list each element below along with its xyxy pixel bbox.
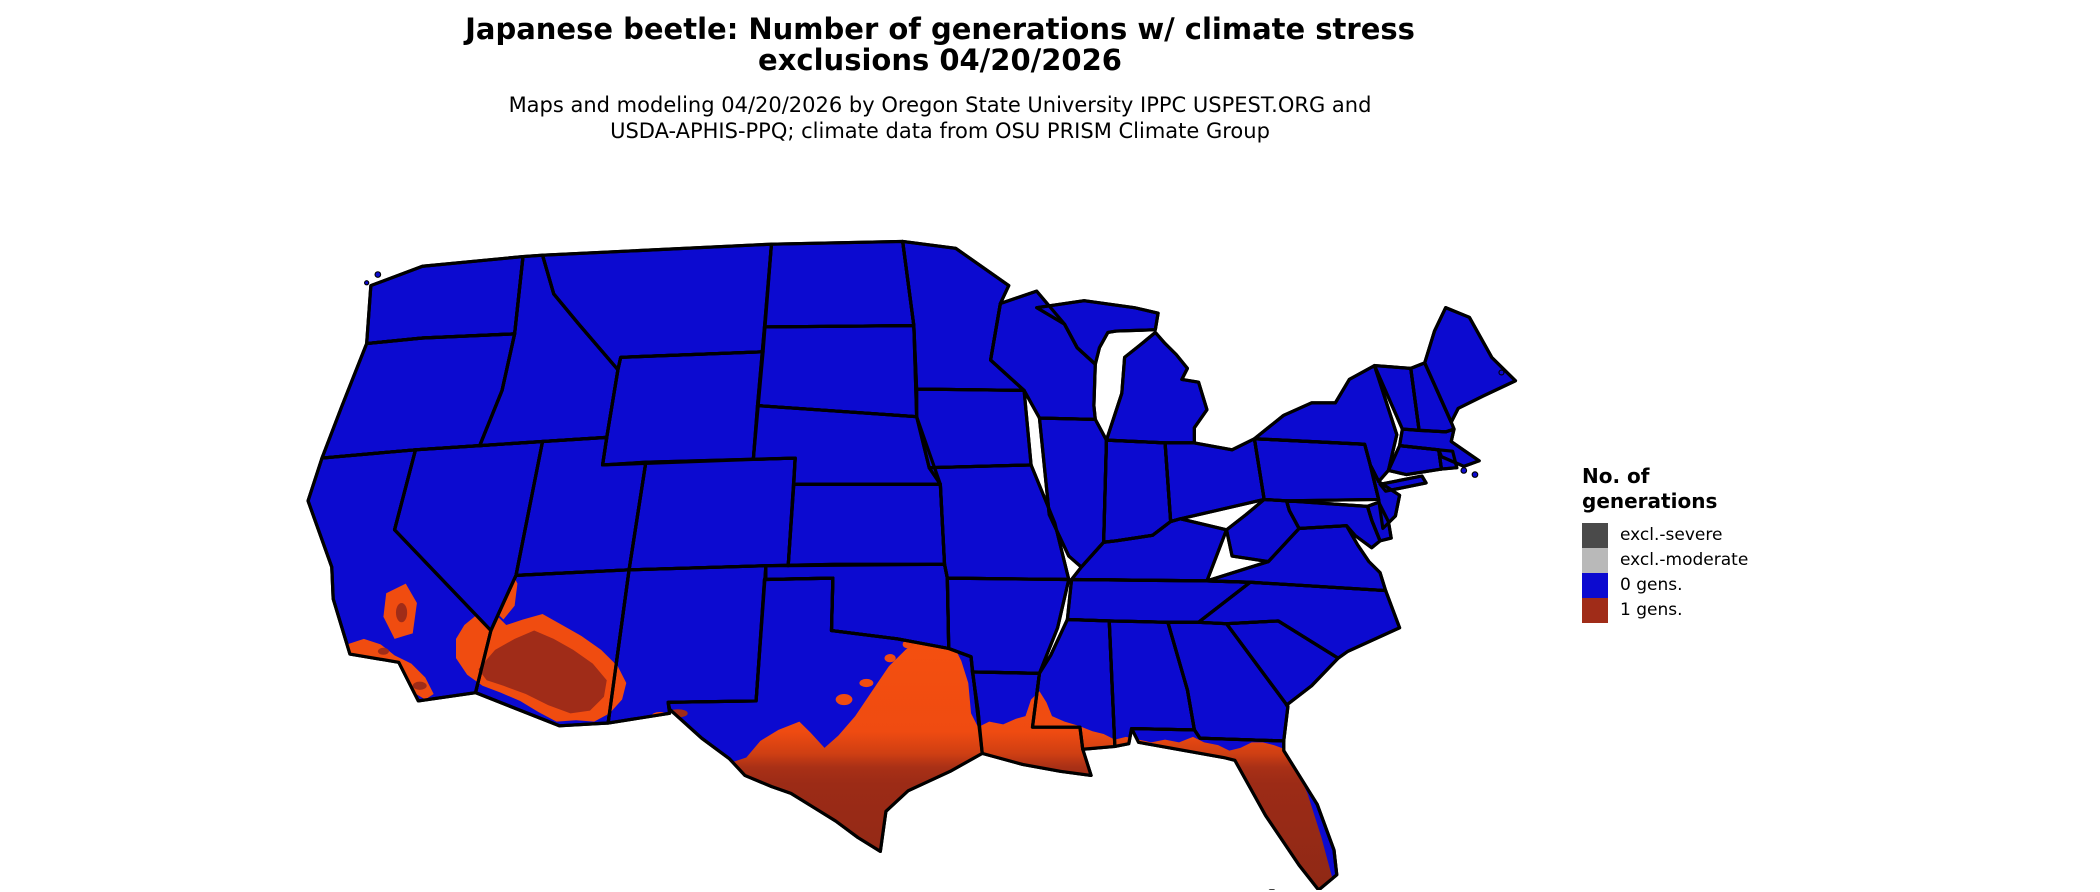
map-region-tx-speck1 [835,694,853,706]
island-puget [374,271,382,278]
legend-rows: excl.-severe excl.-moderate 0 gens. 1 ge… [1582,523,1842,623]
map-title-line1: Japanese beetle: Number of generations w… [465,12,1415,46]
swatch-color-excl-moderate [1582,548,1608,573]
map-subtitle-line2: USDA-APHIS-PPQ; climate data from OSU PR… [610,119,1270,143]
map-legend: No. of generations excl.-severe excl.-mo… [1582,464,1842,623]
legend-item-one-gen: 1 gens. [1582,598,1842,623]
map-title-line2: exclusions 04/20/2026 [758,43,1122,77]
legend-item-excl-moderate: excl.-moderate [1582,548,1842,573]
legend-swatch-one-gen [1582,598,1608,623]
island-marthas-vineyard [1471,471,1479,478]
map-subtitle: Maps and modeling 04/20/2026 by Oregon S… [290,92,1590,144]
legend-swatch-excl-moderate [1582,548,1608,573]
island-maine-coast [1498,369,1505,376]
legend-label-zero-gens: 0 gens. [1620,575,1683,595]
swatch-color-zero-gens [1582,573,1608,598]
legend-label-one-gen: 1 gens. [1620,600,1683,620]
map-header: Japanese beetle: Number of generations w… [290,14,1590,144]
legend-label-excl-moderate: excl.-moderate [1620,550,1749,570]
us-map [255,200,1595,890]
legend-label-excl-severe: excl.-severe [1620,525,1723,545]
swatch-color-excl-severe [1582,523,1608,548]
map-region-socal-core2 [377,647,389,655]
map-region-tx-speck3 [884,654,896,663]
swatch-color-one-gen [1582,598,1608,623]
legend-item-zero-gens: 0 gens. [1582,573,1842,598]
legend-title-line2: generations [1582,489,1718,513]
map-region-central-valley-core [395,602,408,623]
island-puget-2 [364,280,370,286]
legend-swatch-zero-gens [1582,573,1608,598]
offshore-islands [364,271,1505,478]
legend-title-line1: No. of [1582,464,1650,488]
legend-swatch-excl-severe [1582,523,1608,548]
legend-title: No. of generations [1582,464,1842,514]
island-nantucket [1460,467,1468,474]
map-region-tx-speck2 [859,678,874,688]
map-subtitle-line1: Maps and modeling 04/20/2026 by Oregon S… [508,93,1372,117]
map-region-desert-southwest-core [478,630,607,714]
us-map-svg [306,239,1518,890]
map-region-socal-core1 [412,681,427,690]
legend-item-excl-severe: excl.-severe [1582,523,1842,548]
